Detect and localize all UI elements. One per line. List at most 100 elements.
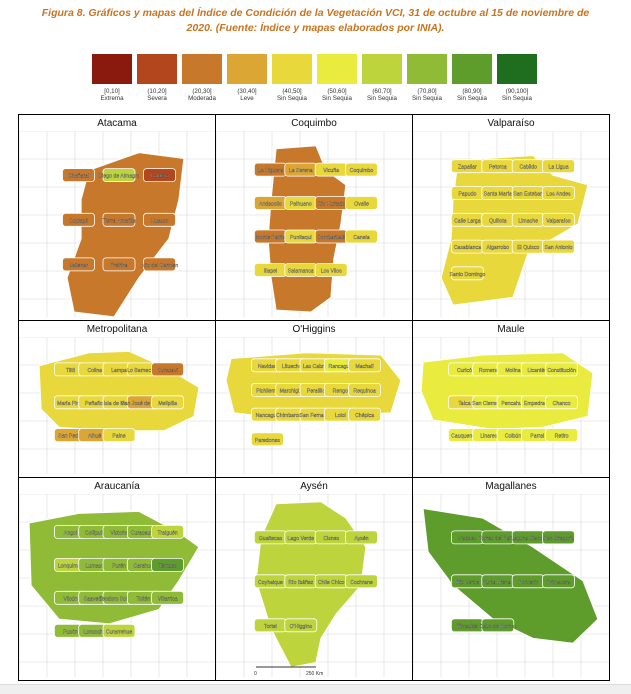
legend-item: (90,100] Sin Sequia	[497, 54, 537, 102]
comuna-label: Ovalle	[354, 202, 369, 208]
comuna-label: Lumaco	[85, 563, 104, 569]
comuna-label: Monte Patria	[256, 235, 286, 241]
comuna-label: Santo Domingo	[450, 272, 486, 278]
comuna-label: Constitución	[547, 368, 576, 374]
comuna-label: Punta Arenas	[482, 580, 514, 586]
comuna-area	[143, 212, 176, 227]
comuna-label: Quillota	[489, 218, 507, 224]
comuna-label: San Gregorio	[543, 536, 574, 542]
region-title: Aysén	[300, 481, 328, 492]
region-map: Zapallar Petorca Cabildo La Ligua Papudo Sant…	[413, 131, 609, 317]
comuna-label: Guaitecas	[259, 536, 283, 542]
comuna-area	[481, 618, 515, 633]
legend-item: [0,10] Extrema	[92, 54, 132, 102]
region-title: Atacama	[97, 118, 137, 129]
comuna-area	[348, 358, 382, 373]
comuna-area	[542, 530, 575, 545]
comuna-label: Vicuña	[323, 168, 339, 174]
comuna-label: La Higuera	[258, 168, 283, 174]
legend-swatch	[137, 54, 177, 84]
comuna-label: Collipulli	[85, 530, 104, 536]
comuna-label: Rancagua	[328, 364, 352, 370]
region-title: O'Higgins	[292, 324, 336, 335]
comuna-area	[62, 257, 95, 272]
comuna-label: Temuco	[159, 563, 177, 569]
legend-item: (60,70] Sin Sequia	[362, 54, 402, 102]
comuna-label: O'Higgins	[290, 624, 313, 630]
comuna-label: Nancagua	[256, 413, 280, 419]
comuna-label: Tortel	[264, 624, 277, 630]
comuna-area	[151, 362, 185, 377]
region-panel: Metropolitana Tiltil Colina Lampa Lo Barnech…	[19, 321, 216, 478]
comuna-label: Illapel	[264, 269, 278, 275]
comuna-area	[314, 263, 348, 277]
comuna-label: Angol	[64, 530, 77, 536]
comuna-label: Curarrehue	[106, 629, 132, 635]
region-panel: Maule Curicó Romeral Molina Licantén Constitu…	[413, 321, 610, 478]
comuna-area	[542, 574, 575, 589]
legend-item: (50,60] Sin Sequia	[317, 54, 357, 102]
comuna-label: Río Verde	[456, 580, 479, 586]
comuna-label: Licantén	[527, 368, 547, 374]
comuna-label: Navidad	[258, 364, 277, 370]
comuna-label: San José de Maipo	[121, 401, 166, 407]
region-map: Navidad Litueche Las Cabras Rancagua Machalí…	[216, 337, 412, 474]
region-outline	[440, 154, 589, 306]
comuna-area	[151, 590, 185, 605]
legend-range: (80,90]	[462, 88, 482, 95]
region-panel: Atacama Chañaral Diego de Almagro Caldera Co…	[19, 115, 216, 321]
region-map-grid: Atacama Chañaral Diego de Almagro Caldera Co…	[18, 114, 610, 681]
comuna-label: Litueche	[282, 364, 302, 370]
legend-label: Sin Sequia	[502, 95, 532, 102]
comuna-label: Marchigüe	[280, 388, 304, 394]
legend-item: (80,90] Sin Sequia	[452, 54, 492, 102]
region-map: La Higuera La Serena Vicuña Coquimbo Andacol…	[216, 131, 412, 317]
legend-range: (60,70]	[372, 88, 392, 95]
comuna-label: Tiltil	[66, 368, 75, 374]
comuna-label: Romeral	[479, 368, 499, 374]
comuna-label: Pencahue	[501, 401, 524, 407]
comuna-area	[348, 383, 382, 397]
comuna-label: Vallenar	[69, 263, 88, 269]
legend-label: Sin Sequia	[412, 95, 442, 102]
comuna-label: Curacaví	[157, 368, 178, 374]
region-outline	[66, 151, 185, 317]
comuna-label: Paine	[112, 434, 125, 440]
region-map: Angol Collipulli Victoria Curacautín Traigué…	[19, 494, 215, 677]
comuna-label: Curacautín	[131, 530, 156, 536]
comuna-area	[102, 257, 136, 272]
comuna-label: Torres del Paine	[479, 536, 517, 542]
comuna-label: Cochrane	[350, 580, 373, 586]
comuna-label: Pucón	[63, 629, 78, 635]
region-panel: Magallanes Natales Torres del Paine Laguna …	[413, 478, 610, 681]
comuna-label: Paredones	[255, 438, 280, 444]
region-title: Araucanía	[94, 481, 140, 492]
comuna-label: Purén	[112, 563, 126, 569]
comuna-label: Porvenir	[519, 580, 539, 586]
comuna-label: Aysén	[354, 536, 368, 542]
comuna-label: Casablanca	[454, 245, 482, 251]
comuna-label: Río Hurtado	[317, 202, 345, 208]
legend-swatch	[407, 54, 447, 84]
comuna-label: Rengo	[333, 388, 348, 394]
caption-line-1: Figura 8. Gráficos y mapas del Índice de…	[41, 7, 590, 19]
scale-bar-distance: 250 Km	[306, 671, 323, 677]
comuna-area	[143, 257, 176, 272]
legend-label: Moderada	[188, 95, 216, 102]
comuna-area	[143, 168, 176, 182]
region-map: Curicó Romeral Molina Licantén Constitución T…	[413, 337, 609, 474]
comuna-area	[151, 524, 185, 539]
comuna-area	[345, 574, 378, 589]
comuna-label: Chanco	[553, 401, 571, 407]
comuna-area	[345, 229, 378, 244]
legend-item: (40,50] Sin Sequia	[272, 54, 312, 102]
comuna-label: Chimbarongo	[276, 413, 307, 419]
comuna-label: Paihuano	[290, 202, 312, 208]
comuna-label: Melipilla	[158, 401, 177, 407]
comuna-label: Molina	[505, 368, 520, 374]
comuna-label: Los Vilos	[321, 269, 342, 275]
comuna-label: San Pedro	[58, 434, 83, 440]
legend-label: Extrema	[100, 95, 124, 102]
